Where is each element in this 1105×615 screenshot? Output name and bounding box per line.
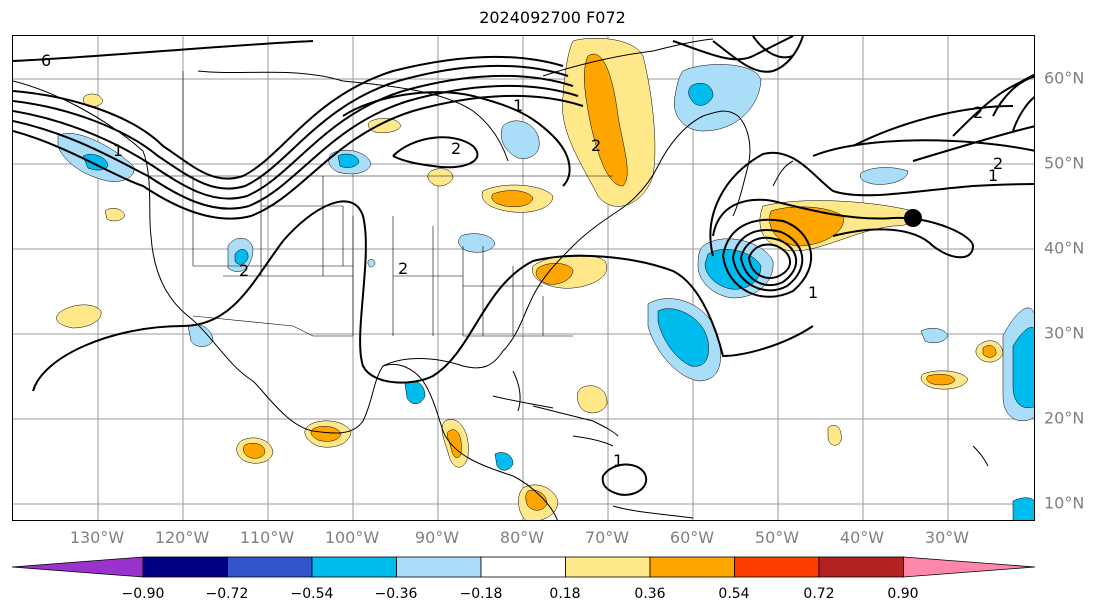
contour-label: 2 bbox=[239, 261, 249, 280]
colorbar-segment bbox=[142, 556, 228, 578]
contour-lines bbox=[13, 36, 1034, 496]
colorbar-segment bbox=[649, 556, 735, 578]
colorbar-segment bbox=[227, 556, 313, 578]
colorbar-segment bbox=[311, 556, 397, 578]
latitude-label: 20°N bbox=[1044, 408, 1085, 428]
longitude-label: 30°W bbox=[924, 528, 970, 547]
contour-label: 1 bbox=[808, 283, 818, 302]
shading-positive bbox=[56, 38, 1004, 520]
colorbar-tick-label: 0.54 bbox=[718, 586, 750, 602]
latitude-label: 10°N bbox=[1044, 493, 1085, 513]
contour-label: 1 bbox=[988, 166, 998, 185]
longitude-label: 110°W bbox=[239, 528, 295, 547]
longitude-label: 40°W bbox=[839, 528, 885, 547]
latitude-label: 30°N bbox=[1044, 323, 1085, 343]
contour-label: 6 bbox=[41, 51, 51, 70]
contour-label: 2 bbox=[973, 103, 983, 122]
colorbar-tick-label: −0.90 bbox=[121, 586, 165, 602]
longitude-label: 90°W bbox=[414, 528, 460, 547]
contour-label: 1 bbox=[613, 451, 623, 470]
graticule bbox=[13, 36, 1034, 520]
colorbar-tick-label: −0.72 bbox=[205, 586, 249, 602]
map-panel: 6 2 1 1 2 2 1 2 2 1 1 2 bbox=[12, 35, 1035, 521]
colorbar-tick-label: 0.72 bbox=[803, 586, 835, 602]
longitude-label: 60°W bbox=[669, 528, 715, 547]
colorbar-tick-label: −0.18 bbox=[459, 586, 503, 602]
map-title: 2024092700 F072 bbox=[479, 8, 626, 27]
map-canvas: 6 2 1 1 2 2 1 2 2 1 1 2 bbox=[13, 36, 1034, 520]
longitude-label: 120°W bbox=[154, 528, 210, 547]
colorbar-extend-low bbox=[11, 556, 144, 578]
colorbar-tick-label: 0.36 bbox=[634, 586, 666, 602]
colorbar-segment bbox=[565, 556, 651, 578]
shading-negative bbox=[57, 64, 1034, 520]
contour-label: 2 bbox=[993, 154, 1003, 173]
colorbar-segment bbox=[396, 556, 482, 578]
contour-label: 2 bbox=[451, 139, 461, 158]
contour-label: 1 bbox=[113, 141, 123, 160]
political-borders bbox=[148, 71, 613, 337]
longitude-label: 100°W bbox=[324, 528, 380, 547]
latitude-label: 60°N bbox=[1044, 68, 1085, 88]
longitude-label: 70°W bbox=[584, 528, 630, 547]
colorbar-tick-label: 0.90 bbox=[887, 586, 919, 602]
longitude-label: 50°W bbox=[754, 528, 800, 547]
colorbar-tick-label: −0.54 bbox=[290, 586, 334, 602]
contour-label: 2 bbox=[398, 259, 408, 278]
longitude-label: 80°W bbox=[499, 528, 545, 547]
colorbar-segment bbox=[480, 556, 566, 578]
contour-label-group: 6 2 1 1 2 2 1 2 2 1 1 2 bbox=[41, 51, 1003, 470]
contour-label: 2 bbox=[591, 136, 601, 155]
coastlines bbox=[13, 38, 989, 520]
latitude-label: 50°N bbox=[1044, 153, 1085, 173]
colorbar-tick-label: −0.36 bbox=[374, 586, 418, 602]
colorbar-segment bbox=[818, 556, 904, 578]
longitude-label: 130°W bbox=[69, 528, 125, 547]
latitude-label: 40°N bbox=[1044, 238, 1085, 258]
contour-label: 1 bbox=[513, 96, 523, 115]
colorbar bbox=[11, 556, 1036, 578]
storm-position-marker bbox=[904, 209, 922, 227]
colorbar-segment bbox=[734, 556, 820, 578]
colorbar-tick-label: 0.18 bbox=[549, 586, 581, 602]
colorbar-extend-high bbox=[903, 556, 1036, 578]
